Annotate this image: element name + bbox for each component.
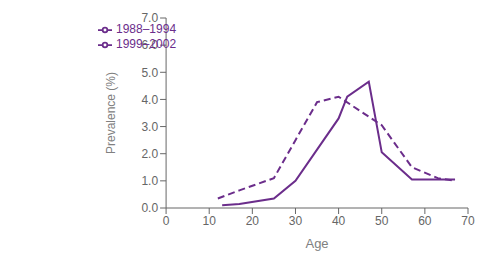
svg-text:Age: Age [305, 236, 328, 251]
svg-text:Prevalence (%): Prevalence (%) [104, 72, 118, 154]
svg-text:1.0: 1.0 [141, 174, 158, 188]
svg-text:3.0: 3.0 [141, 120, 158, 134]
svg-text:40: 40 [332, 214, 346, 228]
svg-text:70: 70 [461, 214, 475, 228]
svg-text:4.0: 4.0 [141, 93, 158, 107]
svg-text:10: 10 [203, 214, 217, 228]
svg-text:0.0: 0.0 [141, 201, 158, 215]
svg-text:50: 50 [375, 214, 389, 228]
svg-text:0: 0 [163, 214, 170, 228]
svg-text:30: 30 [289, 214, 303, 228]
svg-text:20: 20 [246, 214, 260, 228]
svg-text:2.0: 2.0 [141, 147, 158, 161]
svg-text:6.0: 6.0 [141, 38, 158, 52]
svg-text:7.0: 7.0 [141, 11, 158, 25]
svg-text:60: 60 [418, 214, 432, 228]
svg-text:5.0: 5.0 [141, 66, 158, 80]
